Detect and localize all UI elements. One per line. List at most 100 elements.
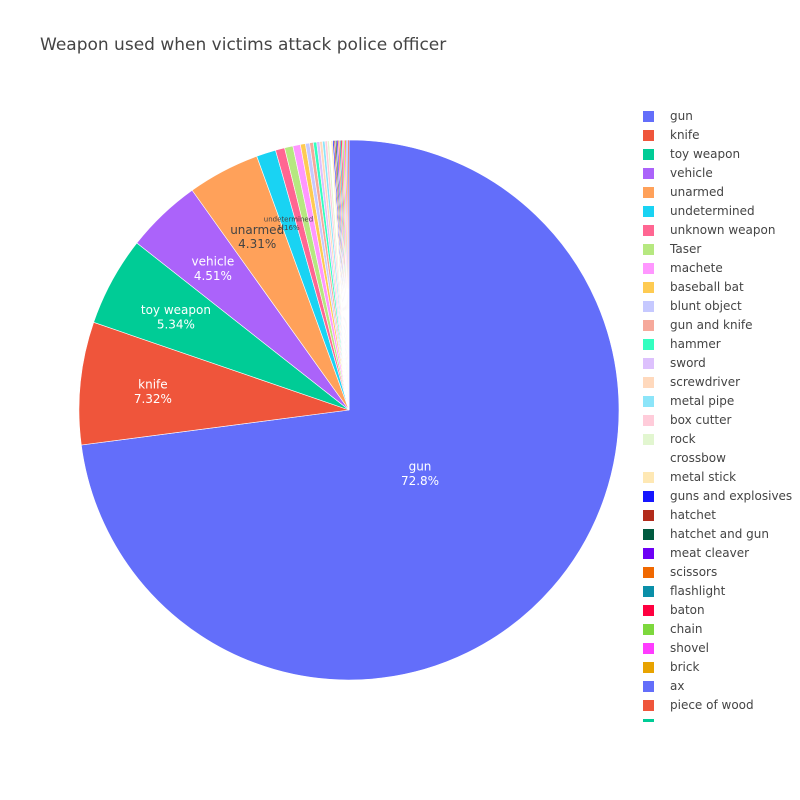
legend-swatch-screwdriver	[643, 377, 654, 388]
legend-item-gun-and-knife[interactable]: gun and knife	[643, 318, 753, 332]
legend-item-chain[interactable]: chain	[643, 622, 703, 636]
legend-swatch-box-cutter	[643, 415, 654, 426]
legend-label-toy-weapon: toy weapon	[670, 147, 740, 161]
slice-labels: gun 72.8% knife 7.32% toy weapon 5.34% vehicle…	[134, 215, 439, 488]
legend-label-brick: brick	[670, 660, 699, 674]
legend-label-vehicle: vehicle	[670, 166, 713, 180]
legend-item-baseball-bat[interactable]: baseball bat	[643, 280, 744, 294]
legend-item-scissors[interactable]: scissors	[643, 565, 717, 579]
pie-slice-piece-of-wood[interactable]	[347, 139, 350, 411]
legend-swatch-baseball-bat	[643, 282, 654, 293]
legend-swatch-sword	[643, 358, 654, 369]
legend-item-metal-pipe[interactable]: metal pipe	[643, 394, 734, 408]
legend-label-chain: chain	[670, 622, 703, 636]
legend-swatch-undetermined	[643, 206, 654, 217]
slice-label-toy-weapon: toy weapon 5.34%	[141, 303, 211, 331]
legend-swatch-rock	[643, 434, 654, 445]
legend-label-hammer: hammer	[670, 337, 721, 351]
legend-label-crossbow: crossbow	[670, 451, 726, 465]
legend-swatch-knife	[643, 130, 654, 141]
legend-item-rock[interactable]: rock	[643, 432, 696, 446]
legend-item-piece-of-wood[interactable]: piece of wood	[643, 698, 754, 712]
legend-swatch-machete	[643, 263, 654, 274]
slice-label-unarmed: unarmed 4.31%	[230, 223, 284, 251]
legend-item-gun[interactable]: gun	[643, 109, 693, 123]
pie-slices	[78, 139, 620, 681]
legend-item-blunt-object[interactable]: blunt object	[643, 299, 742, 313]
legend-item-screwdriver[interactable]: screwdriver	[643, 375, 740, 389]
legend-label-ax: ax	[670, 679, 684, 693]
legend-item-unarmed[interactable]: unarmed	[643, 185, 724, 199]
legend-item-toy-weapon[interactable]: toy weapon	[643, 147, 740, 161]
legend-label-piece-of-wood: piece of wood	[670, 698, 754, 712]
legend-item-guns-and-explosives[interactable]: guns and explosives	[643, 489, 792, 503]
legend-item-sword[interactable]: sword	[643, 356, 706, 370]
legend-label-baseball-bat: baseball bat	[670, 280, 744, 294]
legend-label-metal-pipe: metal pipe	[670, 394, 734, 408]
legend-label-hatchet-and-gun: hatchet and gun	[670, 527, 769, 541]
legend-label-metal-stick: metal stick	[670, 470, 736, 484]
pie-slice-knife[interactable]	[78, 321, 350, 446]
chart-title: Weapon used when victims attack police o…	[40, 35, 446, 55]
legend-item-hammer[interactable]: hammer	[643, 337, 721, 351]
legend-item-flashlight[interactable]: flashlight	[643, 584, 726, 598]
legend-item-hatchet-and-gun[interactable]: hatchet and gun	[643, 527, 769, 541]
legend-item-knife[interactable]: knife	[643, 128, 700, 142]
legend-label-rock: rock	[670, 432, 696, 446]
legend-swatch-crossbow	[643, 453, 654, 464]
legend-label-machete: machete	[670, 261, 723, 275]
legend-label-gun-and-knife: gun and knife	[670, 318, 753, 332]
legend-swatch-gun	[643, 111, 654, 122]
legend-item-baton[interactable]: baton	[643, 603, 705, 617]
legend-label-shovel: shovel	[670, 641, 709, 655]
legend-label-unknown-weapon: unknown weapon	[670, 223, 775, 237]
legend-swatch-brick	[643, 662, 654, 673]
legend-swatch-chain	[643, 624, 654, 635]
legend-label-gun: gun	[670, 109, 693, 123]
legend-item-taser[interactable]: Taser	[643, 242, 701, 256]
legend-label-meat-cleaver: meat cleaver	[670, 546, 749, 560]
legend-swatch-taser	[643, 244, 654, 255]
legend-item-ax[interactable]: ax	[643, 679, 684, 693]
legend-swatch-toy-weapon	[643, 149, 654, 160]
legend-item-shovel[interactable]: shovel	[643, 641, 709, 655]
legend: gun knife toy weapon vehicle unarmed undeterm…	[643, 109, 792, 722]
legend-swatch-baton	[643, 605, 654, 616]
legend-swatch-metal-stick	[643, 472, 654, 483]
legend-label-flashlight: flashlight	[670, 584, 726, 598]
legend-item-brick[interactable]: brick	[643, 660, 699, 674]
legend-item-crossbow[interactable]: crossbow	[643, 451, 726, 465]
legend-label-hatchet: hatchet	[670, 508, 716, 522]
legend-label-box-cutter: box cutter	[670, 413, 732, 427]
legend-item-box-cutter[interactable]: box cutter	[643, 413, 732, 427]
legend-swatch-shovel	[643, 643, 654, 654]
legend-swatch-hatchet-and-gun	[643, 529, 654, 540]
legend-swatch-metal-pipe	[643, 396, 654, 407]
legend-label-baton: baton	[670, 603, 705, 617]
legend-swatch-meat-cleaver	[643, 548, 654, 559]
legend-item-metal-stick[interactable]: metal stick	[643, 470, 736, 484]
legend-item-unknown-weapon[interactable]: unknown weapon	[643, 223, 775, 237]
legend-label-sword: sword	[670, 356, 706, 370]
slice-label-vehicle: vehicle 4.51%	[192, 255, 235, 283]
legend-swatch-ax	[643, 681, 654, 692]
legend-label-knife: knife	[670, 128, 700, 142]
legend-item-undetermined[interactable]: undetermined	[643, 204, 755, 218]
slice-label-gun: gun 72.8%	[401, 460, 439, 488]
legend-swatch-piece-of-wood	[643, 700, 654, 711]
slice-label-undetermined: undetermined 1.16%	[264, 215, 313, 231]
legend-label-unarmed: unarmed	[670, 185, 724, 199]
legend-item-meat-cleaver[interactable]: meat cleaver	[643, 546, 749, 560]
pie-slice-gun[interactable]	[80, 139, 620, 681]
legend-swatch-blunt-object	[643, 301, 654, 312]
legend-swatch-gun-and-knife	[643, 320, 654, 331]
legend-label-screwdriver: screwdriver	[670, 375, 740, 389]
legend-item-machete[interactable]: machete	[643, 261, 723, 275]
legend-swatch-vehicle	[643, 168, 654, 179]
legend-label-scissors: scissors	[670, 565, 717, 579]
legend-item-hatchet[interactable]: hatchet	[643, 508, 716, 522]
legend-label-blunt-object: blunt object	[670, 299, 742, 313]
legend-swatch-guns-and-explosives	[643, 491, 654, 502]
legend-item-vehicle[interactable]: vehicle	[643, 166, 713, 180]
